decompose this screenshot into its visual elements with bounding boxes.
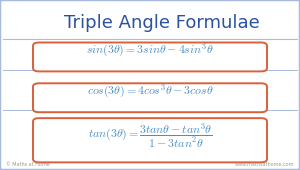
Text: $tan(3\theta) = \dfrac{3tan\theta - tan^3\theta}{1 - 3tan^2\theta}$: $tan(3\theta) = \dfrac{3tan\theta - tan^… bbox=[88, 122, 212, 150]
FancyBboxPatch shape bbox=[33, 42, 267, 71]
FancyBboxPatch shape bbox=[33, 118, 267, 162]
Text: $cos(3\theta) = 4cos^3\theta - 3cos\theta$: $cos(3\theta) = 4cos^3\theta - 3cos\thet… bbox=[87, 82, 213, 100]
Text: $sin(3\theta) = 3sin\theta - 4sin^3\theta$: $sin(3\theta) = 3sin\theta - 4sin^3\thet… bbox=[86, 41, 214, 59]
FancyBboxPatch shape bbox=[33, 83, 267, 112]
Text: © Maths at Home: © Maths at Home bbox=[6, 162, 50, 167]
Text: www.mathsathome.com: www.mathsathome.com bbox=[235, 162, 294, 167]
Text: Triple Angle Formulae: Triple Angle Formulae bbox=[64, 14, 260, 32]
